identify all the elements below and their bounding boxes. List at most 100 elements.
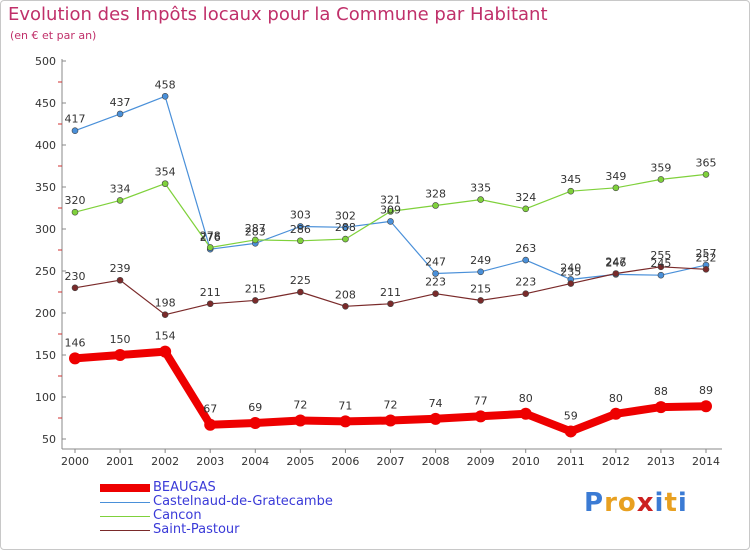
data-label-cancon: 365: [696, 156, 717, 169]
y-tick-label: 400: [35, 139, 56, 152]
data-label-saint-pastour: 230: [65, 270, 86, 283]
data-label-castelnaud-de-gratecambe: 245: [650, 257, 671, 270]
data-point-saint-pastour: [297, 288, 304, 296]
data-point-saint-pastour: [432, 290, 439, 297]
data-point-saint-pastour: [522, 290, 530, 297]
data-label-cancon: 286: [290, 223, 311, 236]
data-label-castelnaud-de-gratecambe: 458: [155, 78, 176, 91]
proxiti-logo: Proxiti: [584, 488, 688, 518]
data-point-cancon: [702, 171, 710, 178]
x-tick-label: 2012: [602, 455, 630, 468]
data-label-castelnaud-de-gratecambe: 263: [515, 242, 536, 255]
data-label-beaugas: 77: [474, 394, 488, 407]
data-label-saint-pastour: 252: [696, 251, 717, 264]
data-label-saint-pastour: 208: [335, 288, 356, 301]
data-point-beaugas: [294, 414, 307, 427]
chart-title: Evolution des Impôts locaux pour la Comm…: [8, 4, 548, 25]
logo-letter: o: [617, 488, 637, 518]
data-point-beaugas: [114, 349, 127, 361]
data-label-cancon: 278: [200, 229, 221, 242]
data-label-cancon: 349: [605, 170, 626, 183]
data-point-castelnaud-de-gratecambe: [342, 224, 349, 231]
data-label-castelnaud-de-gratecambe: 417: [65, 113, 86, 126]
data-point-beaugas: [700, 400, 712, 413]
legend-label-beaugas: BEAUGAS: [153, 480, 216, 495]
data-label-castelnaud-de-gratecambe: 303: [290, 208, 311, 221]
x-tick-label: 2005: [286, 455, 314, 468]
data-label-beaugas: 80: [609, 392, 623, 405]
data-point-saint-pastour: [612, 270, 620, 277]
data-point-castelnaud-de-gratecambe: [161, 92, 169, 100]
y-tick-label: 250: [35, 265, 56, 278]
data-point-saint-pastour: [657, 263, 665, 271]
data-point-castelnaud-de-gratecambe: [71, 127, 79, 135]
data-label-beaugas: 69: [248, 401, 262, 414]
chart-subtitle: (en € et par an): [10, 29, 97, 42]
data-label-beaugas: 67: [203, 403, 217, 416]
x-tick-label: 2014: [692, 455, 720, 468]
data-point-cancon: [612, 184, 620, 192]
logo-letter: r: [604, 488, 618, 518]
data-point-beaugas: [564, 425, 577, 438]
data-point-castelnaud-de-gratecambe: [522, 256, 530, 264]
y-tick-label: 100: [35, 391, 56, 404]
data-label-beaugas: 88: [654, 385, 668, 398]
logo-letter: t: [664, 488, 678, 518]
legend-label-saint-pastour: Saint-Pastour: [153, 522, 240, 537]
data-label-beaugas: 71: [338, 399, 352, 412]
data-point-saint-pastour: [567, 280, 575, 287]
data-point-cancon: [477, 196, 484, 203]
data-label-beaugas: 72: [384, 399, 398, 412]
data-point-saint-pastour: [161, 311, 169, 318]
legend-swatch-beaugas: [100, 484, 150, 492]
legend-swatch-saint-pastour: [100, 530, 150, 531]
data-point-castelnaud-de-gratecambe: [297, 223, 304, 230]
x-tick-label: 2004: [241, 455, 269, 468]
data-label-cancon: 321: [380, 193, 401, 206]
data-label-beaugas: 146: [65, 336, 86, 349]
data-point-beaugas: [249, 417, 262, 430]
data-point-castelnaud-de-gratecambe: [477, 268, 484, 276]
legend-label-castelnaud: Castelnaud-de-Gratecambe: [153, 494, 333, 509]
x-tick-label: 2009: [467, 455, 495, 468]
x-tick-label: 2000: [61, 455, 89, 468]
y-tick-label: 50: [42, 433, 56, 446]
data-point-cancon: [297, 237, 304, 245]
y-tick-label: 350: [35, 181, 56, 194]
data-point-beaugas: [204, 418, 217, 431]
data-label-saint-pastour: 211: [200, 286, 221, 299]
data-label-saint-pastour: 215: [245, 282, 266, 295]
data-point-cancon: [251, 236, 259, 244]
data-label-cancon: 328: [425, 187, 446, 200]
data-point-cancon: [116, 197, 124, 204]
data-point-cancon: [342, 235, 349, 243]
data-label-castelnaud-de-gratecambe: 249: [470, 254, 491, 267]
data-point-beaugas: [384, 414, 397, 427]
data-point-beaugas: [69, 352, 81, 365]
data-label-cancon: 335: [470, 182, 491, 195]
data-point-cancon: [657, 176, 665, 183]
data-point-saint-pastour: [206, 300, 214, 308]
chart-axes: 50 100 150 200 250 300 350 400 450 500 2000 2001 200…: [35, 55, 722, 468]
data-point-cancon: [71, 208, 79, 216]
data-label-saint-pastour: 235: [560, 266, 581, 279]
data-label-castelnaud-de-gratecambe: 246: [605, 256, 626, 269]
data-label-cancon: 345: [560, 173, 581, 186]
data-point-castelnaud-de-gratecambe: [116, 110, 124, 118]
y-tick-label: 450: [35, 97, 56, 110]
data-label-beaugas: 72: [293, 399, 307, 412]
data-point-cancon: [432, 202, 439, 209]
data-point-cancon: [522, 205, 530, 213]
y-tick-label: 200: [35, 307, 56, 320]
data-label-cancon: 320: [65, 194, 86, 207]
data-point-saint-pastour: [702, 266, 710, 273]
data-label-beaugas: 59: [564, 409, 578, 422]
data-label-castelnaud-de-gratecambe: 240: [560, 261, 581, 274]
x-tick-label: 2011: [557, 455, 585, 468]
data-label-beaugas: 89: [699, 384, 713, 397]
data-point-castelnaud-de-gratecambe: [657, 271, 665, 279]
data-label-beaugas: 150: [110, 333, 131, 346]
legend-swatch-castelnaud: [100, 502, 150, 503]
data-point-saint-pastour: [71, 284, 79, 292]
